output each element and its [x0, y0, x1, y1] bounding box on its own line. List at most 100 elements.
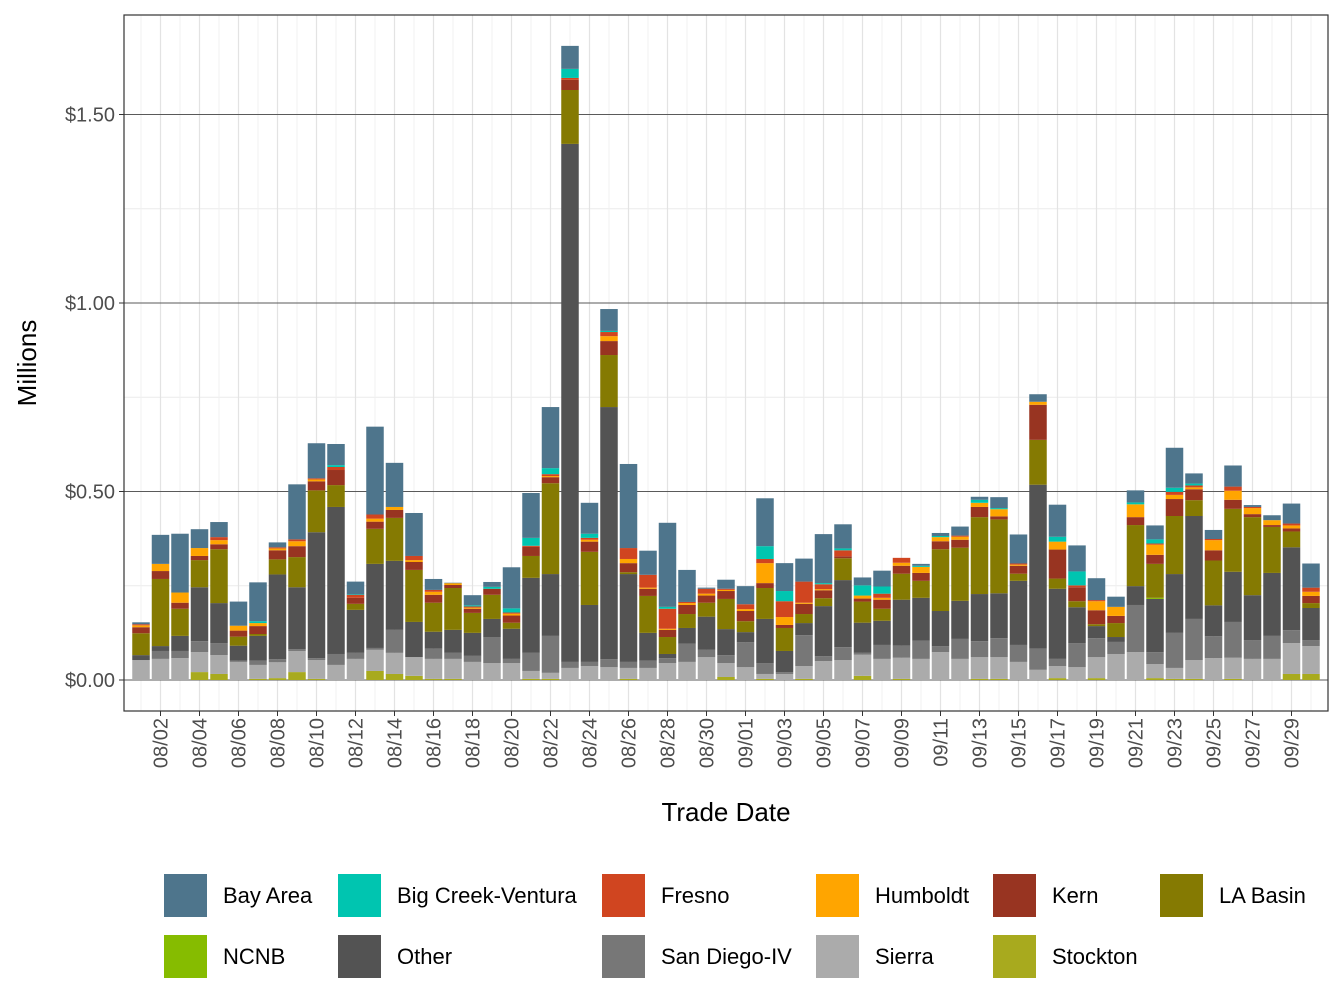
- bar-segment-sierra: [639, 667, 657, 680]
- bar-segment-san-diego-iv: [619, 661, 638, 668]
- bar-segment-bay-area: [1302, 563, 1320, 588]
- legend-label: Other: [397, 943, 453, 969]
- bar-segment-bay-area: [1087, 578, 1106, 601]
- bar-segment-other: [951, 600, 969, 639]
- bar-segment-bay-area: [1009, 534, 1028, 564]
- bar-segment-sierra: [658, 663, 677, 680]
- bar-segment-san-diego-iv: [346, 652, 365, 659]
- bar-segment-san-diego-iv: [1126, 604, 1145, 653]
- bar-segment-big-creek-ventura: [990, 508, 1008, 510]
- bar-segment-fresno: [1068, 585, 1086, 588]
- bar-segment-bay-area: [444, 582, 462, 584]
- bar-stack-08-24: [580, 502, 599, 680]
- bar-segment-big-creek-ventura: [853, 585, 872, 596]
- bar-segment-other: [151, 646, 170, 651]
- bar-segment-kern: [366, 521, 384, 529]
- bar-segment-sierra: [717, 663, 735, 677]
- bar-segment-san-diego-iv: [1087, 638, 1106, 658]
- bar-segment-sierra: [1263, 658, 1281, 680]
- bar-segment-san-diego-iv: [951, 638, 969, 659]
- bar-segment-ncnb: [1146, 597, 1164, 599]
- bar-segment-la-basin: [639, 595, 657, 633]
- bar-segment-la-basin: [522, 555, 540, 578]
- bar-segment-bay-area: [639, 550, 657, 575]
- bar-segment-kern: [1107, 615, 1125, 624]
- bar-segment-bay-area: [1185, 473, 1203, 484]
- bar-segment-fresno: [658, 608, 677, 629]
- bar-segment-la-basin: [795, 614, 813, 624]
- bar-stack-08-17: [444, 582, 462, 680]
- legend-item-la-basin: LA Basin: [1160, 874, 1306, 917]
- x-tick-label: 09/29: [1282, 718, 1304, 768]
- bar-segment-sierra: [268, 662, 287, 679]
- bar-segment-stockton: [1282, 673, 1301, 680]
- x-tick-label: 08/12: [346, 718, 368, 768]
- bar-stack-09-20: [1107, 596, 1125, 680]
- bar-segment-sierra: [424, 658, 443, 679]
- bar-stack-08-08: [268, 542, 287, 680]
- bar-segment-sierra: [171, 658, 189, 680]
- bar-segment-sierra: [522, 670, 540, 679]
- bar-segment-kern: [1087, 610, 1106, 625]
- bar-segment-fresno: [463, 606, 482, 608]
- bar-segment-bay-area: [132, 622, 150, 625]
- bar-stack-09-16: [1029, 394, 1047, 680]
- bar-stack-09-06: [834, 524, 852, 680]
- bar-segment-san-diego-iv: [834, 647, 852, 661]
- bar-segment-humboldt: [1282, 525, 1301, 529]
- bar-stack-08-01: [132, 622, 150, 680]
- bar-segment-sierra: [912, 658, 930, 680]
- bar-segment-fresno: [775, 601, 794, 618]
- bar-segment-humboldt: [1263, 520, 1281, 526]
- bar-segment-other: [834, 580, 852, 648]
- bar-segment-la-basin: [190, 560, 209, 588]
- bar-segment-la-basin: [502, 622, 521, 629]
- bar-segment-sierra: [873, 658, 891, 680]
- y-tick-label: $0.00: [65, 670, 115, 692]
- bar-segment-stockton: [990, 678, 1008, 680]
- bar-segment-sierra: [775, 673, 794, 680]
- bar-segment-humboldt: [600, 336, 618, 342]
- bar-segment-big-creek-ventura: [1068, 571, 1086, 586]
- bar-segment-fresno: [600, 332, 618, 337]
- bar-segment-kern: [522, 546, 540, 556]
- x-tick-label: 09/09: [892, 718, 914, 768]
- bar-stack-08-27: [639, 550, 657, 680]
- bar-segment-san-diego-iv: [249, 660, 267, 665]
- bar-segment-la-basin: [210, 549, 228, 604]
- bar-segment-sierra: [190, 652, 209, 673]
- bar-segment-other: [736, 632, 755, 643]
- bar-stack-09-21: [1126, 490, 1145, 680]
- bar-segment-stockton: [1185, 678, 1203, 680]
- bar-segment-fresno: [268, 547, 287, 549]
- bar-segment-sierra: [580, 666, 599, 680]
- bar-segment-la-basin: [1009, 573, 1028, 581]
- bar-segment-la-basin: [1146, 563, 1164, 598]
- bar-segment-big-creek-ventura: [814, 583, 833, 585]
- bar-segment-big-creek-ventura: [1126, 502, 1145, 505]
- bar-segment-fresno: [756, 558, 774, 564]
- bar-segment-la-basin: [561, 89, 579, 144]
- bar-segment-bay-area: [1263, 515, 1281, 521]
- bar-segment-san-diego-iv: [717, 655, 735, 664]
- bar-segment-la-basin: [405, 569, 423, 622]
- bar-segment-kern: [229, 630, 248, 637]
- bar-segment-la-basin: [678, 614, 696, 628]
- bar-segment-sierra: [483, 663, 501, 680]
- bar-stack-09-25: [1204, 529, 1223, 680]
- bar-segment-stockton: [249, 678, 267, 680]
- bar-segment-sierra: [1126, 652, 1145, 680]
- bar-segment-la-basin: [1126, 525, 1145, 587]
- bar-segment-other: [522, 577, 540, 653]
- bar-segment-la-basin: [288, 557, 306, 588]
- bar-segment-kern: [132, 627, 150, 634]
- x-tick-label: 08/06: [229, 718, 251, 768]
- bar-segment-humboldt: [229, 625, 248, 631]
- bar-segment-kern: [1048, 549, 1067, 579]
- bar-segment-sierra: [1009, 661, 1028, 680]
- bar-segment-other: [288, 587, 306, 650]
- bar-segment-other: [1224, 571, 1242, 622]
- bar-segment-la-basin: [385, 517, 404, 561]
- bar-stack-08-26: [619, 463, 638, 680]
- bar-segment-fresno: [1204, 539, 1223, 541]
